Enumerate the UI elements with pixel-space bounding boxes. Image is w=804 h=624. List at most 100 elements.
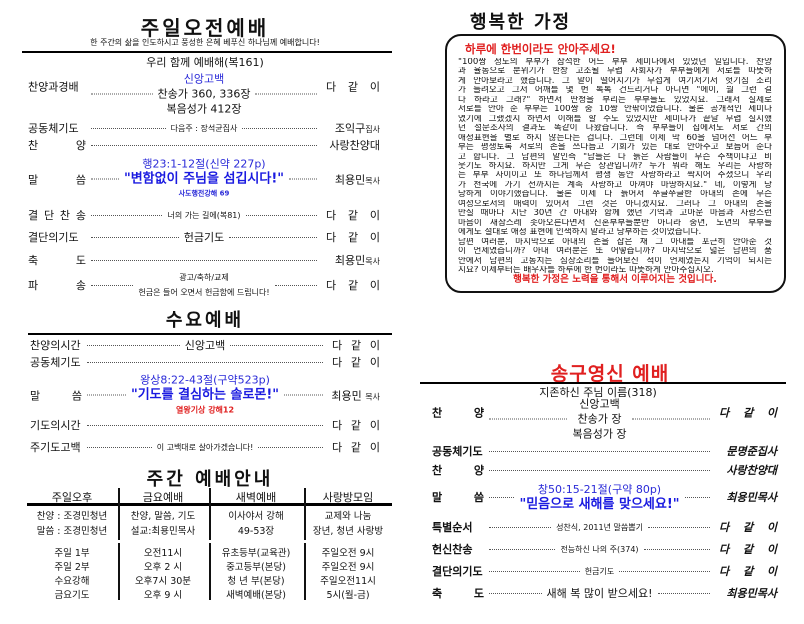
newyear-opening: 지존하신 주님 이름(318) [539, 386, 657, 399]
leader-title: 목사 [365, 392, 381, 401]
table-cell: 새벽예배(본당) [226, 590, 286, 601]
order-label: 찬 양 [432, 462, 484, 478]
essay-line: 가 들려오고 그저 어깨를 몇 번 톡톡 건드리거나 아니면 "에이, 뭘 그런… [458, 86, 772, 96]
wednesday-title: 수요예배 [165, 310, 245, 331]
order-content-line: 신앙고백 [579, 397, 620, 411]
essay-line: 마음이 새삼스레 솟아오른다면서 신혼부부들뿐만 아니라 중년, 노년의 부부들 [458, 218, 772, 228]
dotted-leader [647, 526, 710, 528]
order-label-text: 결 단 찬 송 [28, 209, 86, 222]
order-label-text: 찬양과경배 [28, 80, 79, 93]
table-header: 주일오후 [51, 491, 93, 504]
leader-name: 다 같 이 [326, 279, 381, 292]
order-row: 축 도 새해 복 많이 받으세요! 최용민목사 [432, 585, 777, 601]
dotted-leader [274, 284, 318, 286]
order-label: 결 단 찬 송 [28, 207, 86, 223]
leader-name: 문명준집사 [726, 445, 777, 458]
order-label-text: 공동체기도 [432, 445, 483, 458]
order-content: 다음주 : 장석균집사 [171, 121, 238, 136]
order-label-text: 결단의기도 [28, 231, 79, 244]
leader-name: 다 같 이 [719, 543, 777, 556]
order-label-text: 공동체기도 [30, 356, 81, 369]
table-cell: 오후 9 시 [143, 590, 183, 601]
dotted-leader [489, 548, 556, 550]
dotted-leader [91, 236, 179, 238]
dotted-leader [684, 496, 710, 498]
table-cell: 주일오전 9시 [321, 562, 375, 573]
dotted-leader [489, 570, 580, 572]
leader-name: 최용민목사 [726, 587, 778, 600]
table-cell: 찬양 : 조경민청년 [36, 511, 108, 522]
order-content-line: 행23:1-12절(신약 227p) [142, 157, 266, 171]
order-label-text: 파 송 [28, 279, 86, 292]
order-leader-name: 다 같 이 [322, 229, 380, 245]
table-cell: 말씀 : 조경민청년 [36, 526, 108, 537]
order-label: 파 송 [28, 277, 86, 293]
table-cell: 49-53장 [237, 526, 275, 537]
essay-box [445, 34, 786, 293]
order-row: 결단의기도 헌금기도 다 같 이 [432, 563, 777, 579]
newyear-title: 송구영신 예배 [550, 363, 670, 385]
order-leader-name: 문명준집사 [715, 443, 777, 459]
order-content: 행23:1-12절(신약 227p) "변함없이 주님을 섬깁시다!" 사도행전강해… [124, 157, 284, 202]
order-label: 특별순서 [432, 519, 484, 535]
order-leader-name: 최용민 목사 [328, 387, 380, 403]
order-leader-name: 최용민목사 [715, 585, 777, 601]
dotted-leader [284, 394, 324, 396]
order-leader-name: 다 같 이 [328, 354, 380, 370]
order-row: 공동체기도 다음주 : 장석균집사 조익구집사 [28, 120, 380, 136]
column-divider [304, 543, 306, 600]
dotted-leader [91, 93, 153, 95]
order-leader-name: 사랑찬양대 [322, 137, 380, 153]
order-label-text: 특별순서 [432, 521, 473, 534]
essay-line: 부는 평생토록 서로의 손을 쓰다듬고 기회가 있는 대로 안아주고 보듬어 준… [458, 143, 772, 153]
leader-name: 다 같 이 [326, 209, 380, 222]
order-label: 말 씀 [30, 387, 82, 403]
essay-line: 과 율동으로 분위기가 한창 고조될 무렵 사회자가 부부들에게 서로를 따뜻하 [458, 67, 772, 77]
column-divider [209, 488, 211, 540]
order-content-line: 복음성가 412장 [166, 102, 242, 116]
leader-name: 다 같 이 [719, 521, 777, 534]
essay-heading: 하루에 한번이라도 안아주세요! [465, 42, 616, 56]
order-label-text: 찬 양 [432, 406, 484, 419]
leader-title: 목사 [365, 176, 380, 185]
table-cell: 설교:최용민목사 [130, 526, 196, 537]
column-divider [118, 543, 120, 600]
essay-line: 안에서 남편의 고동치는 심장소리를 들어보신 적이 언제였는지 기억이 되시는 [458, 256, 772, 266]
order-content-line: 헌금기도 [584, 566, 615, 576]
leader-name: 최용민 [334, 254, 366, 267]
essay-line: 고 합니다. 그 남편의 말인즉 "남들은 다 늙은 사람들이 무슨 주책이냐고… [458, 152, 772, 162]
order-row: 말 씀 행23:1-12절(신약 227p) "변함없이 주님을 섬깁시다!" 사도행… [28, 157, 380, 202]
column-divider [304, 488, 306, 540]
order-label-text: 공동체기도 [28, 122, 79, 135]
order-content-line: 왕상8:22-43절(구약523p) [140, 373, 270, 387]
table-cell: 주일 2부 [54, 562, 90, 573]
essay-line: 애정표현을 별로 하지 않는다는 겁니다. 그런데 이제 막 60을 넘어선 어… [458, 133, 772, 143]
order-row: 주기도고백 이 고백대로 살아가겠습니다! 다 같 이 [30, 439, 380, 455]
dotted-leader [657, 592, 711, 594]
essay-line: 에게도 절대로 애정 표현에 인색하지 말라고 당부하는 것이었습니다. [458, 228, 702, 238]
order-label: 축 도 [432, 585, 484, 601]
leader-name: 조익구 [334, 122, 366, 135]
leader-name: 다 같 이 [332, 356, 380, 369]
dotted-leader [489, 418, 568, 420]
essay-line: 웃기도 하지요. 하지만 그게 무슨 상관입니까? 누가 뭐라 해도 우리는 사… [458, 161, 772, 171]
dotted-leader [489, 592, 542, 594]
essay-line: 였기에 그랬겠지 하면서 이해를 할 수도 있었지만 세미나가 끝날 무렵 실시… [458, 114, 772, 124]
order-label-text: 말 씀 [432, 491, 484, 504]
order-label: 축 도 [28, 252, 86, 268]
order-row: 찬 양 신앙고백 찬송가 장 복음성가 장 다 같 이 [432, 397, 777, 442]
order-leader-name: 다 같 이 [328, 337, 380, 353]
order-label-text: 말 씀 [28, 173, 86, 186]
order-leader-name: 다 같 이 [715, 563, 777, 579]
essay-line: 가 천국에 가기 전까지는 계속 사랑하고 아껴야 마땅하지요." 네, 이렇게… [458, 180, 772, 190]
order-row: 찬 양 사랑찬양대 [28, 137, 380, 153]
order-content: 전능하신 나의 주(374) [560, 542, 638, 557]
order-label-text: 찬 양 [432, 464, 484, 477]
dotted-leader [87, 394, 126, 396]
order-label: 말 씀 [432, 489, 484, 505]
order-row: 결 단 찬 송 너의 가는 길에(복81) 다 같 이 [28, 207, 380, 223]
order-content-line: 신앙고백 [184, 338, 226, 352]
order-content-line: 너의 가는 길에(복81) [167, 210, 241, 220]
order-content-line: 광고/축하/교제 [179, 273, 229, 282]
order-content-line: 찬송가 360, 336장 [157, 87, 251, 101]
